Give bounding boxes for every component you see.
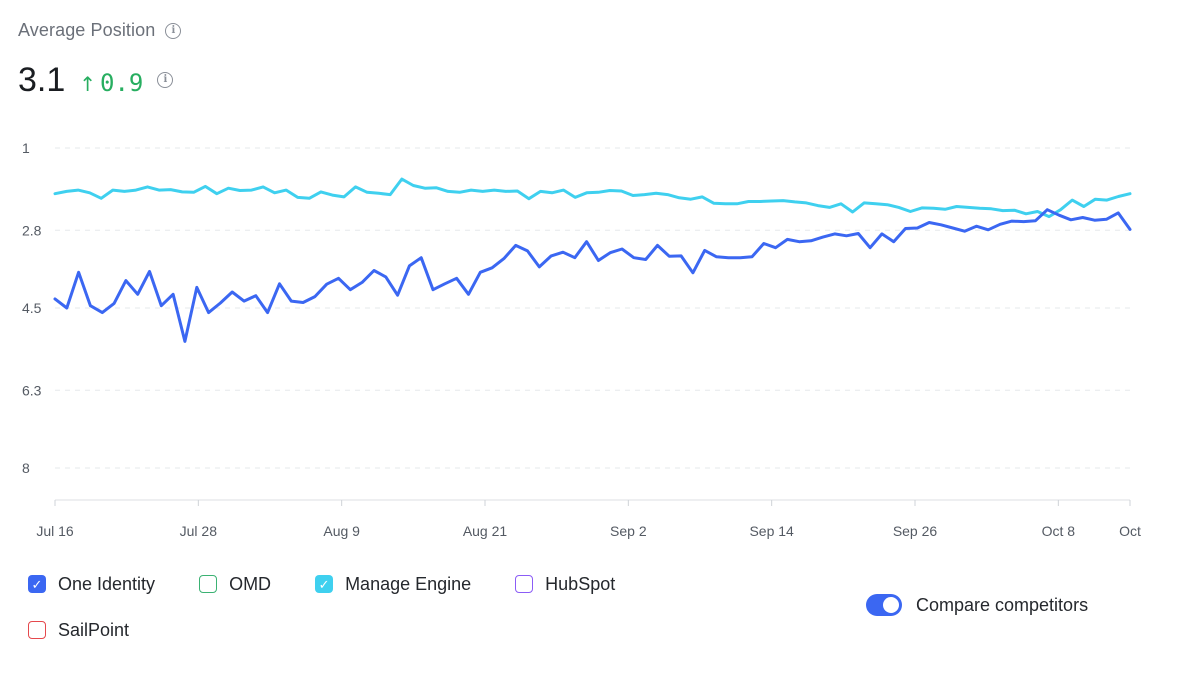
compare-competitors-control[interactable]: Compare competitors	[866, 594, 1088, 616]
legend: ✓ One Identity OMD ✓ Manage Engine HubSp…	[28, 570, 615, 662]
chart-header: Average Position i 3.1 ↑ 0.9 i	[18, 20, 182, 100]
toggle-knob	[883, 597, 899, 613]
x-tick-label: Oct	[1119, 523, 1141, 539]
title-info-icon[interactable]: i	[165, 22, 182, 39]
legend-label-sailpoint: SailPoint	[58, 619, 130, 640]
x-tick-label: Sep 14	[749, 523, 794, 539]
legend-label-one-identity: One Identity	[58, 573, 156, 594]
line-chart: 1 2.8 4.5 6.3 8 Jul 16 Jul 28 Aug 9 Aug 21 Sep 2 S…	[22, 140, 1141, 539]
x-tick-label: Aug 9	[323, 523, 360, 539]
x-tick-label: Oct 8	[1042, 523, 1076, 539]
metric-delta: ↑ 0.9	[79, 69, 143, 97]
y-tick-label: 8	[22, 460, 30, 476]
y-tick-label: 2.8	[22, 222, 42, 238]
legend-item-sailpoint[interactable]: SailPoint	[28, 620, 129, 641]
y-tick-label: 1	[22, 140, 30, 156]
metric-info-icon[interactable]: i	[157, 71, 174, 88]
x-tick-label: Sep 26	[893, 523, 938, 539]
compare-competitors-toggle[interactable]	[866, 594, 902, 616]
legend-checkbox-one-identity[interactable]: ✓	[28, 575, 46, 593]
legend-item-manage-engine[interactable]: ✓ Manage Engine	[315, 574, 471, 595]
x-tick-label: Aug 21	[463, 523, 508, 539]
legend-label-manage-engine: Manage Engine	[345, 573, 472, 594]
legend-item-hubspot[interactable]: HubSpot	[515, 574, 615, 595]
metric-value: 3.1	[18, 61, 66, 99]
compare-competitors-label: Compare competitors	[916, 594, 1089, 615]
legend-label-omd: OMD	[229, 573, 272, 594]
legend-row-1: ✓ One Identity OMD ✓ Manage Engine HubSp…	[28, 570, 615, 598]
arrow-up-icon: ↑	[79, 72, 97, 96]
y-tick-label: 4.5	[22, 300, 42, 316]
legend-label-hubspot: HubSpot	[545, 573, 616, 594]
chart-title: Average Position	[18, 20, 156, 40]
legend-row-2: SailPoint	[28, 616, 615, 644]
legend-checkbox-manage-engine[interactable]: ✓	[315, 575, 334, 593]
legend-item-omd[interactable]: OMD	[199, 574, 271, 595]
metric-delta-value: 0.9	[100, 69, 144, 97]
legend-checkbox-sailpoint[interactable]	[28, 621, 46, 639]
y-tick-label: 6.3	[22, 382, 42, 398]
legend-checkbox-omd[interactable]	[199, 575, 218, 593]
x-tick-label: Jul 28	[180, 523, 218, 539]
legend-item-one-identity[interactable]: ✓ One Identity	[28, 574, 155, 595]
x-tick-label: Jul 16	[36, 523, 74, 539]
legend-checkbox-hubspot[interactable]	[515, 575, 534, 593]
series-line-manage-engine	[53, 177, 1132, 219]
x-tick-label: Sep 2	[610, 523, 647, 539]
metric-row: 3.1 ↑ 0.9 i	[18, 61, 181, 100]
series-line-one-identity	[53, 208, 1132, 343]
